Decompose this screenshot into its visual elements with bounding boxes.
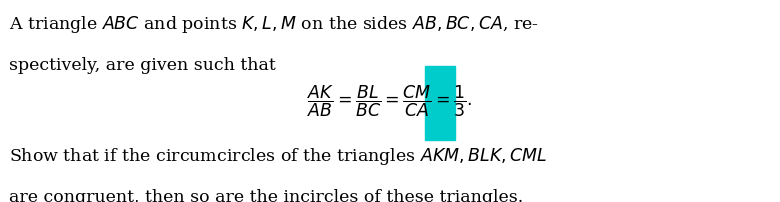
Text: spectively, are given such that: spectively, are given such that bbox=[9, 57, 276, 74]
Text: are congruent, then so are the incircles of these triangles.: are congruent, then so are the incircles… bbox=[9, 188, 523, 202]
Text: Show that if the circumcircles of the triangles $\mathit{AKM}, \mathit{BLK}, \ma: Show that if the circumcircles of the tr… bbox=[9, 145, 548, 166]
Bar bbox=[425, 67, 455, 140]
Text: $\dfrac{\mathit{AK}}{\mathit{AB}} = \dfrac{\mathit{BL}}{\mathit{BC}} = \dfrac{\m: $\dfrac{\mathit{AK}}{\mathit{AB}} = \dfr… bbox=[307, 83, 473, 119]
Text: A triangle $\mathit{ABC}$ and points $\mathit{K}, \mathit{L}, \mathit{M}$ on the: A triangle $\mathit{ABC}$ and points $\m… bbox=[9, 14, 539, 35]
